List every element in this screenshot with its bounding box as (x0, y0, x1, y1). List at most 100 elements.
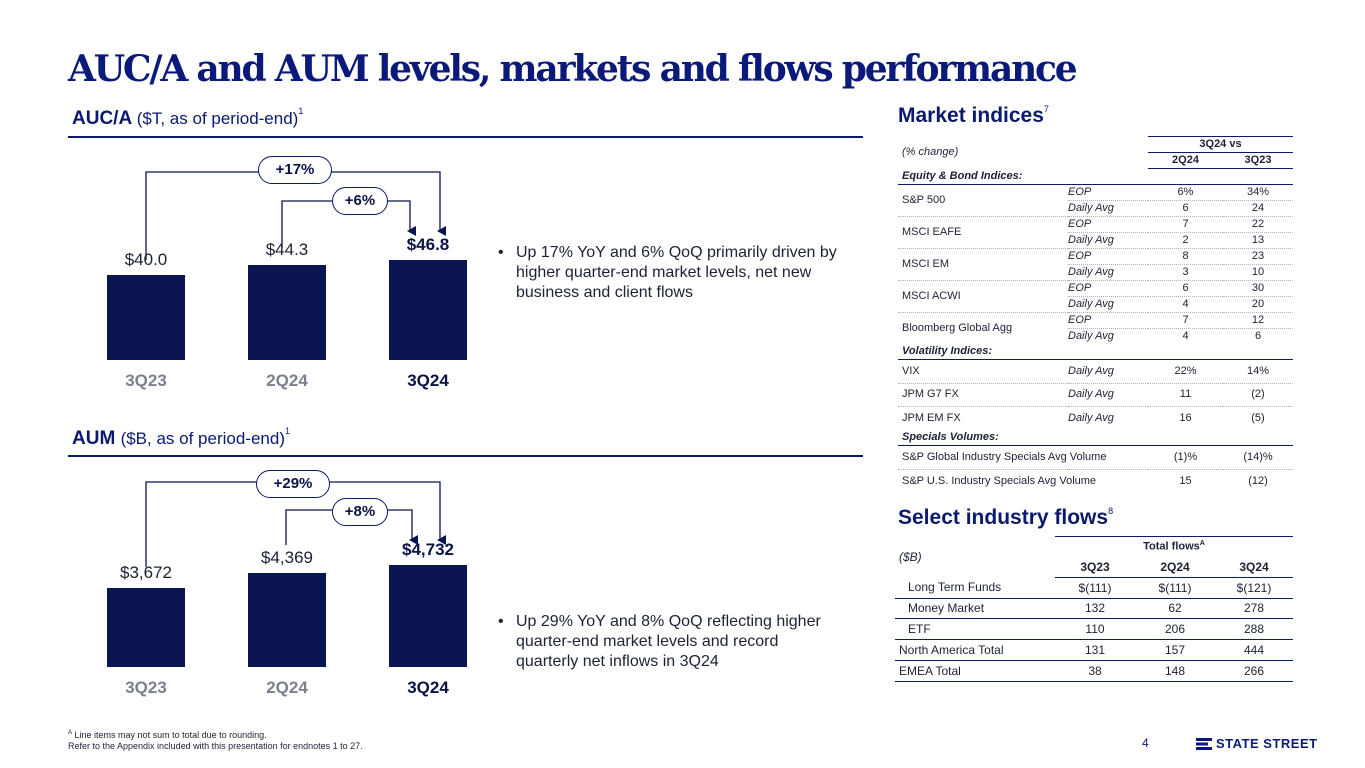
change-label: (% change) (902, 146, 959, 158)
footnote: A Line items may not sum to total due to… (68, 728, 363, 752)
specials-row: S&P U.S. Industry Specials Avg Volume 15(… (898, 468, 1293, 493)
auca-qoq-badge: +6% (332, 187, 388, 215)
measure-type: EOP (1068, 186, 1092, 198)
auca-bar-3q24 (389, 260, 467, 360)
vs-label: 3Q24 vs (1148, 136, 1293, 153)
value-3q23: (2) (1223, 382, 1293, 407)
measure-type: Daily Avg (1068, 232, 1148, 249)
index-name: S&P Global Industry Specials Avg Volume (902, 450, 1107, 463)
value-3q23: 20 (1223, 296, 1293, 313)
index-name: VIX (902, 364, 920, 377)
aum-bullet: Up 29% YoY and 8% QoQ reflecting higher … (498, 612, 838, 672)
value-3q23: (5) (1223, 406, 1293, 430)
flows-unit: ($B) (899, 549, 922, 564)
value-3q23: 30 (1223, 280, 1293, 297)
measure-type: EOP (1068, 312, 1148, 329)
auca-bar-3q23 (107, 275, 185, 360)
flows-value: 132 (1055, 598, 1135, 620)
auca-bar-2q24 (248, 265, 326, 360)
auca-category-label: 3Q23 (125, 371, 167, 390)
market-indices-title: Market indices (898, 104, 1044, 127)
flows-row: EMEA Total 38 148 266 (895, 660, 1293, 682)
value-2q24: 15 (1148, 468, 1223, 493)
value-2q24: 8 (1148, 248, 1223, 265)
measure-type: Daily Avg (1068, 382, 1148, 407)
flows-value: $(111) (1135, 577, 1215, 599)
flows-row-name: Long Term Funds (895, 577, 1055, 599)
flows-value: 38 (1055, 660, 1135, 682)
auca-value-label: $44.3 (265, 240, 309, 259)
volatility-row: VIX Daily Avg 22% 14% (898, 360, 1293, 384)
industry-flows-table: ($B) Total flowsA 3Q23 2Q24 3Q24 Long Term… (895, 536, 1293, 682)
index-name: S&P 500 (902, 194, 946, 206)
index-name: JPM EM FX (898, 406, 1068, 430)
flows-row-name: Money Market (895, 598, 1055, 620)
index-row: MSCI EAFE EOP 7 22 (898, 216, 1293, 249)
value-2q24: 4 (1148, 328, 1223, 344)
aum-heading-bold: AUM (72, 428, 116, 449)
measure-type: EOP (1068, 216, 1148, 233)
flows-value: 62 (1135, 598, 1215, 620)
market-indices-table: (% change) 3Q24 vs 2Q24 3Q23 Equity & Bo… (898, 136, 1293, 493)
value-2q24: 11 (1148, 382, 1223, 407)
page-title: AUC/A and AUM levels, markets and flows … (68, 48, 1078, 90)
total-flows-header: Total flowsA (1055, 536, 1293, 557)
industry-flows-note: 8 (1108, 506, 1114, 516)
aum-note: 1 (284, 426, 290, 436)
flows-row-name: North America Total (895, 639, 1055, 661)
aum-value-label: $4,369 (261, 548, 313, 567)
auca-note: 1 (298, 106, 304, 116)
index-name: JPM G7 FX (898, 382, 1068, 407)
aum-qoq-badge: +8% (332, 498, 388, 526)
aum-bar-3q23 (107, 588, 185, 667)
value-3q23: (14)% (1243, 450, 1273, 463)
flows-row: North America Total 131 157 444 (895, 639, 1293, 661)
equity-bond-section-label: Equity & Bond Indices: (898, 168, 1293, 185)
value-2q24: 3 (1148, 264, 1223, 281)
index-row-avg: Daily Avg 4 6 (898, 328, 1293, 344)
measure-type: Daily Avg (1068, 328, 1148, 344)
aum-heading-sub: ($B, as of period-end) (120, 429, 285, 448)
index-row-avg: Daily Avg 6 24 (898, 200, 1293, 217)
market-indices-note: 7 (1043, 104, 1049, 114)
flows-col-2q24: 2Q24 (1135, 556, 1215, 578)
index-row: S&P 500 EOP 6% 34% (898, 185, 1293, 206)
auca-category-label: 3Q24 (407, 371, 449, 390)
footnote-line-1: A Line items may not sum to total due to… (68, 728, 363, 741)
specials-row: S&P Global Industry Specials Avg Volume (… (898, 446, 1293, 470)
flows-value: 266 (1215, 660, 1293, 682)
measure-type: Daily Avg (1068, 296, 1148, 313)
industry-flows-title: Select industry flows (898, 506, 1109, 529)
flows-value: $(111) (1055, 577, 1135, 599)
flows-value: 148 (1135, 660, 1215, 682)
col-2q24: 2Q24 (1148, 152, 1223, 169)
flows-value: 278 (1215, 598, 1293, 620)
auca-heading-sub: ($T, as of period-end) (136, 109, 299, 128)
value-3q23: 10 (1223, 264, 1293, 281)
state-street-logo: STATE STREET (1196, 736, 1318, 751)
total-flows-sup: A (1199, 540, 1205, 548)
aum-value-label: $3,672 (120, 563, 172, 582)
flows-value: 288 (1215, 618, 1293, 641)
flows-value: $(121) (1215, 577, 1293, 599)
volatility-section-label: Volatility Indices: (898, 344, 1293, 360)
auca-bullet: Up 17% YoY and 6% QoQ primarily driven b… (498, 243, 850, 303)
value-2q24: 16 (1148, 406, 1223, 430)
value-2q24: 4 (1148, 296, 1223, 313)
aum-category-label: 3Q23 (125, 678, 167, 697)
aum-bar-3q24 (389, 565, 467, 667)
index-row: MSCI ACWI EOP 6 30 (898, 280, 1293, 313)
value-3q23: 6 (1223, 328, 1293, 344)
equity-bond-section: Equity & Bond Indices: (898, 168, 1293, 185)
measure-type: EOP (1068, 280, 1148, 297)
index-row-avg: Daily Avg 2 13 (898, 232, 1293, 249)
index-row: MSCI EM EOP 8 23 (898, 248, 1293, 281)
flows-row-name: EMEA Total (895, 660, 1055, 682)
aum-value-label: $4,732 (402, 540, 454, 559)
value-2q24: 6% (1177, 186, 1194, 198)
auca-yoy-badge: +17% (258, 156, 332, 184)
flows-row: Long Term Funds $(111) $(111) $(121) (895, 577, 1293, 599)
auca-value-label: $46.8 (406, 235, 450, 254)
value-3q23: 13 (1223, 232, 1293, 249)
auca-category-label: 2Q24 (266, 371, 308, 390)
